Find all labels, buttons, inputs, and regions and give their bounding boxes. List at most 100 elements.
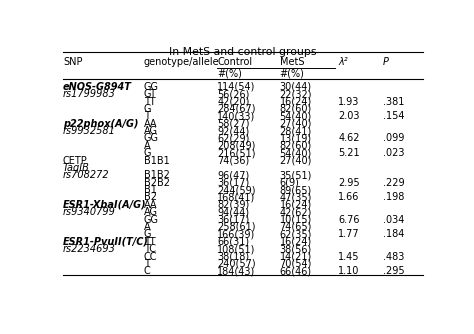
Text: 62(35): 62(35) <box>280 229 312 239</box>
Text: 2.03: 2.03 <box>338 111 360 121</box>
Text: GT: GT <box>144 89 157 99</box>
Text: 108(51): 108(51) <box>217 244 255 254</box>
Text: A: A <box>144 141 150 151</box>
Text: genotype/allele: genotype/allele <box>144 57 219 67</box>
Text: 96(47): 96(47) <box>217 170 249 180</box>
Text: .023: .023 <box>383 148 404 158</box>
Text: λ²: λ² <box>338 57 348 67</box>
Text: 42(20): 42(20) <box>217 97 250 107</box>
Text: 36(17): 36(17) <box>217 178 249 188</box>
Text: .381: .381 <box>383 97 404 107</box>
Text: 27(40): 27(40) <box>280 119 312 129</box>
Text: CC: CC <box>144 252 157 262</box>
Text: C: C <box>144 266 150 276</box>
Text: 4.62: 4.62 <box>338 133 360 143</box>
Text: AA: AA <box>144 200 157 210</box>
Text: G: G <box>144 104 151 114</box>
Text: CETP: CETP <box>63 156 88 166</box>
Text: 66(31): 66(31) <box>217 237 249 247</box>
Text: 54(40): 54(40) <box>280 111 312 121</box>
Text: p22phox(A/G): p22phox(A/G) <box>63 119 138 129</box>
Text: 244(59): 244(59) <box>217 185 255 195</box>
Text: 30(44): 30(44) <box>280 82 312 92</box>
Text: 13(19): 13(19) <box>280 133 312 143</box>
Text: rs2234693: rs2234693 <box>63 244 116 254</box>
Text: B1: B1 <box>144 185 156 195</box>
Text: 74(65): 74(65) <box>280 222 312 232</box>
Text: rs9340799: rs9340799 <box>63 207 116 217</box>
Text: 114(54): 114(54) <box>217 82 255 92</box>
Text: 27(40): 27(40) <box>280 156 312 166</box>
Text: 38(18): 38(18) <box>217 252 249 262</box>
Text: AA: AA <box>144 119 157 129</box>
Text: 82(60): 82(60) <box>280 141 312 151</box>
Text: 14(21): 14(21) <box>280 252 312 262</box>
Text: rs9932581: rs9932581 <box>63 126 116 136</box>
Text: 56(26): 56(26) <box>217 89 250 99</box>
Text: .198: .198 <box>383 192 404 202</box>
Text: 184(43): 184(43) <box>217 266 255 276</box>
Text: 58(27): 58(27) <box>217 119 250 129</box>
Text: A: A <box>144 222 150 232</box>
Text: 6(9): 6(9) <box>280 178 300 188</box>
Text: P: P <box>383 57 388 67</box>
Text: 74(36): 74(36) <box>217 156 249 166</box>
Text: 5.21: 5.21 <box>338 148 360 158</box>
Text: 2.95: 2.95 <box>338 178 360 188</box>
Text: GG: GG <box>144 133 159 143</box>
Text: In MetS and control groups: In MetS and control groups <box>169 46 317 56</box>
Text: 1.93: 1.93 <box>338 97 360 107</box>
Text: 70(54): 70(54) <box>280 259 312 269</box>
Text: .154: .154 <box>383 111 404 121</box>
Text: 38(56): 38(56) <box>280 244 312 254</box>
Text: 82(60): 82(60) <box>280 104 312 114</box>
Text: TC: TC <box>144 244 156 254</box>
Text: 94(44): 94(44) <box>217 207 249 217</box>
Text: .184: .184 <box>383 229 404 239</box>
Text: rs1799983: rs1799983 <box>63 89 116 99</box>
Text: .229: .229 <box>383 178 404 188</box>
Text: 166(39): 166(39) <box>217 229 255 239</box>
Text: 36(17): 36(17) <box>217 215 249 224</box>
Text: 35(51): 35(51) <box>280 170 312 180</box>
Text: rs708272: rs708272 <box>63 170 109 180</box>
Text: .034: .034 <box>383 215 404 224</box>
Text: GG: GG <box>144 215 159 224</box>
Text: 6.76: 6.76 <box>338 215 360 224</box>
Text: B2: B2 <box>144 192 157 202</box>
Text: 22(32): 22(32) <box>280 89 312 99</box>
Text: 1.10: 1.10 <box>338 266 360 276</box>
Text: B1B1: B1B1 <box>144 156 170 166</box>
Text: .099: .099 <box>383 133 404 143</box>
Text: .483: .483 <box>383 252 404 262</box>
Text: 16(24): 16(24) <box>280 97 312 107</box>
Text: G: G <box>144 148 151 158</box>
Text: T: T <box>144 111 150 121</box>
Text: 240(57): 240(57) <box>217 259 256 269</box>
Text: 1.66: 1.66 <box>338 192 360 202</box>
Text: 28(41): 28(41) <box>280 126 312 136</box>
Text: 208(49): 208(49) <box>217 141 255 151</box>
Text: 258(61): 258(61) <box>217 222 255 232</box>
Text: SNP: SNP <box>63 57 82 67</box>
Text: 284(67): 284(67) <box>217 104 255 114</box>
Text: B1B2: B1B2 <box>144 170 170 180</box>
Text: ESR1-XbaI(A/G): ESR1-XbaI(A/G) <box>63 200 146 210</box>
Text: 62(29): 62(29) <box>217 133 250 143</box>
Text: AG: AG <box>144 207 158 217</box>
Text: TT: TT <box>144 237 155 247</box>
Text: #(%): #(%) <box>217 69 242 79</box>
Text: 42(62): 42(62) <box>280 207 312 217</box>
Text: 92(44): 92(44) <box>217 126 249 136</box>
Text: 168(41): 168(41) <box>217 192 255 202</box>
Text: 10(15): 10(15) <box>280 215 312 224</box>
Text: TT: TT <box>144 97 155 107</box>
Text: 89(65): 89(65) <box>280 185 312 195</box>
Text: MetS: MetS <box>280 57 304 67</box>
Text: 216(51): 216(51) <box>217 148 255 158</box>
Text: eNOS-G894T: eNOS-G894T <box>63 82 132 92</box>
Text: 16(24): 16(24) <box>280 237 312 247</box>
Text: Control: Control <box>217 57 252 67</box>
Text: AG: AG <box>144 126 158 136</box>
Text: 16(24): 16(24) <box>280 200 312 210</box>
